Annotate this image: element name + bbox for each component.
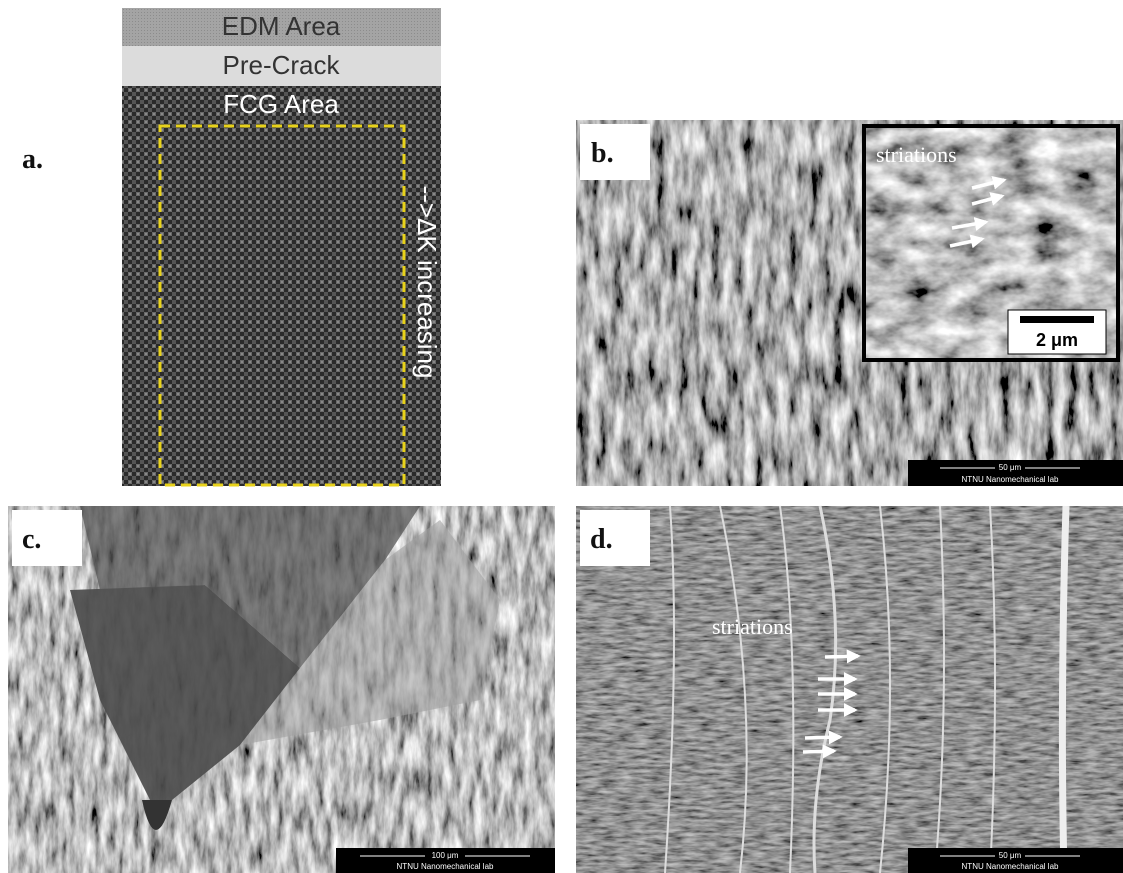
- scale-bar: [1020, 316, 1094, 323]
- sem-image: [576, 506, 1123, 873]
- annotation: striations: [712, 614, 793, 639]
- panel-label: a.: [22, 144, 43, 175]
- panel-label: c.: [22, 524, 41, 555]
- fcg-region: [122, 86, 441, 486]
- panel-label: b.: [591, 138, 614, 169]
- region-label: Pre-Crack: [222, 50, 340, 80]
- credit: NTNU Nanomechanical lab: [962, 475, 1059, 484]
- scale-label: 50 μm: [999, 463, 1022, 472]
- annotation: striations: [876, 142, 957, 167]
- scale-label: 2 μm: [1036, 330, 1078, 350]
- region-label: FCG Area: [223, 89, 339, 119]
- panel-label: d.: [590, 524, 613, 555]
- region-label: EDM Area: [222, 11, 341, 41]
- credit: NTNU Nanomechanical lab: [397, 862, 494, 871]
- credit: NTNU Nanomechanical lab: [962, 862, 1059, 871]
- scale-label: 100 μm: [432, 851, 459, 860]
- direction-note: -->ΔK increasing: [412, 186, 442, 379]
- figure: a. EDM Area Pre-Crack FCG Area -->ΔK inc…: [0, 0, 1123, 873]
- scale-label: 50 μm: [999, 851, 1022, 860]
